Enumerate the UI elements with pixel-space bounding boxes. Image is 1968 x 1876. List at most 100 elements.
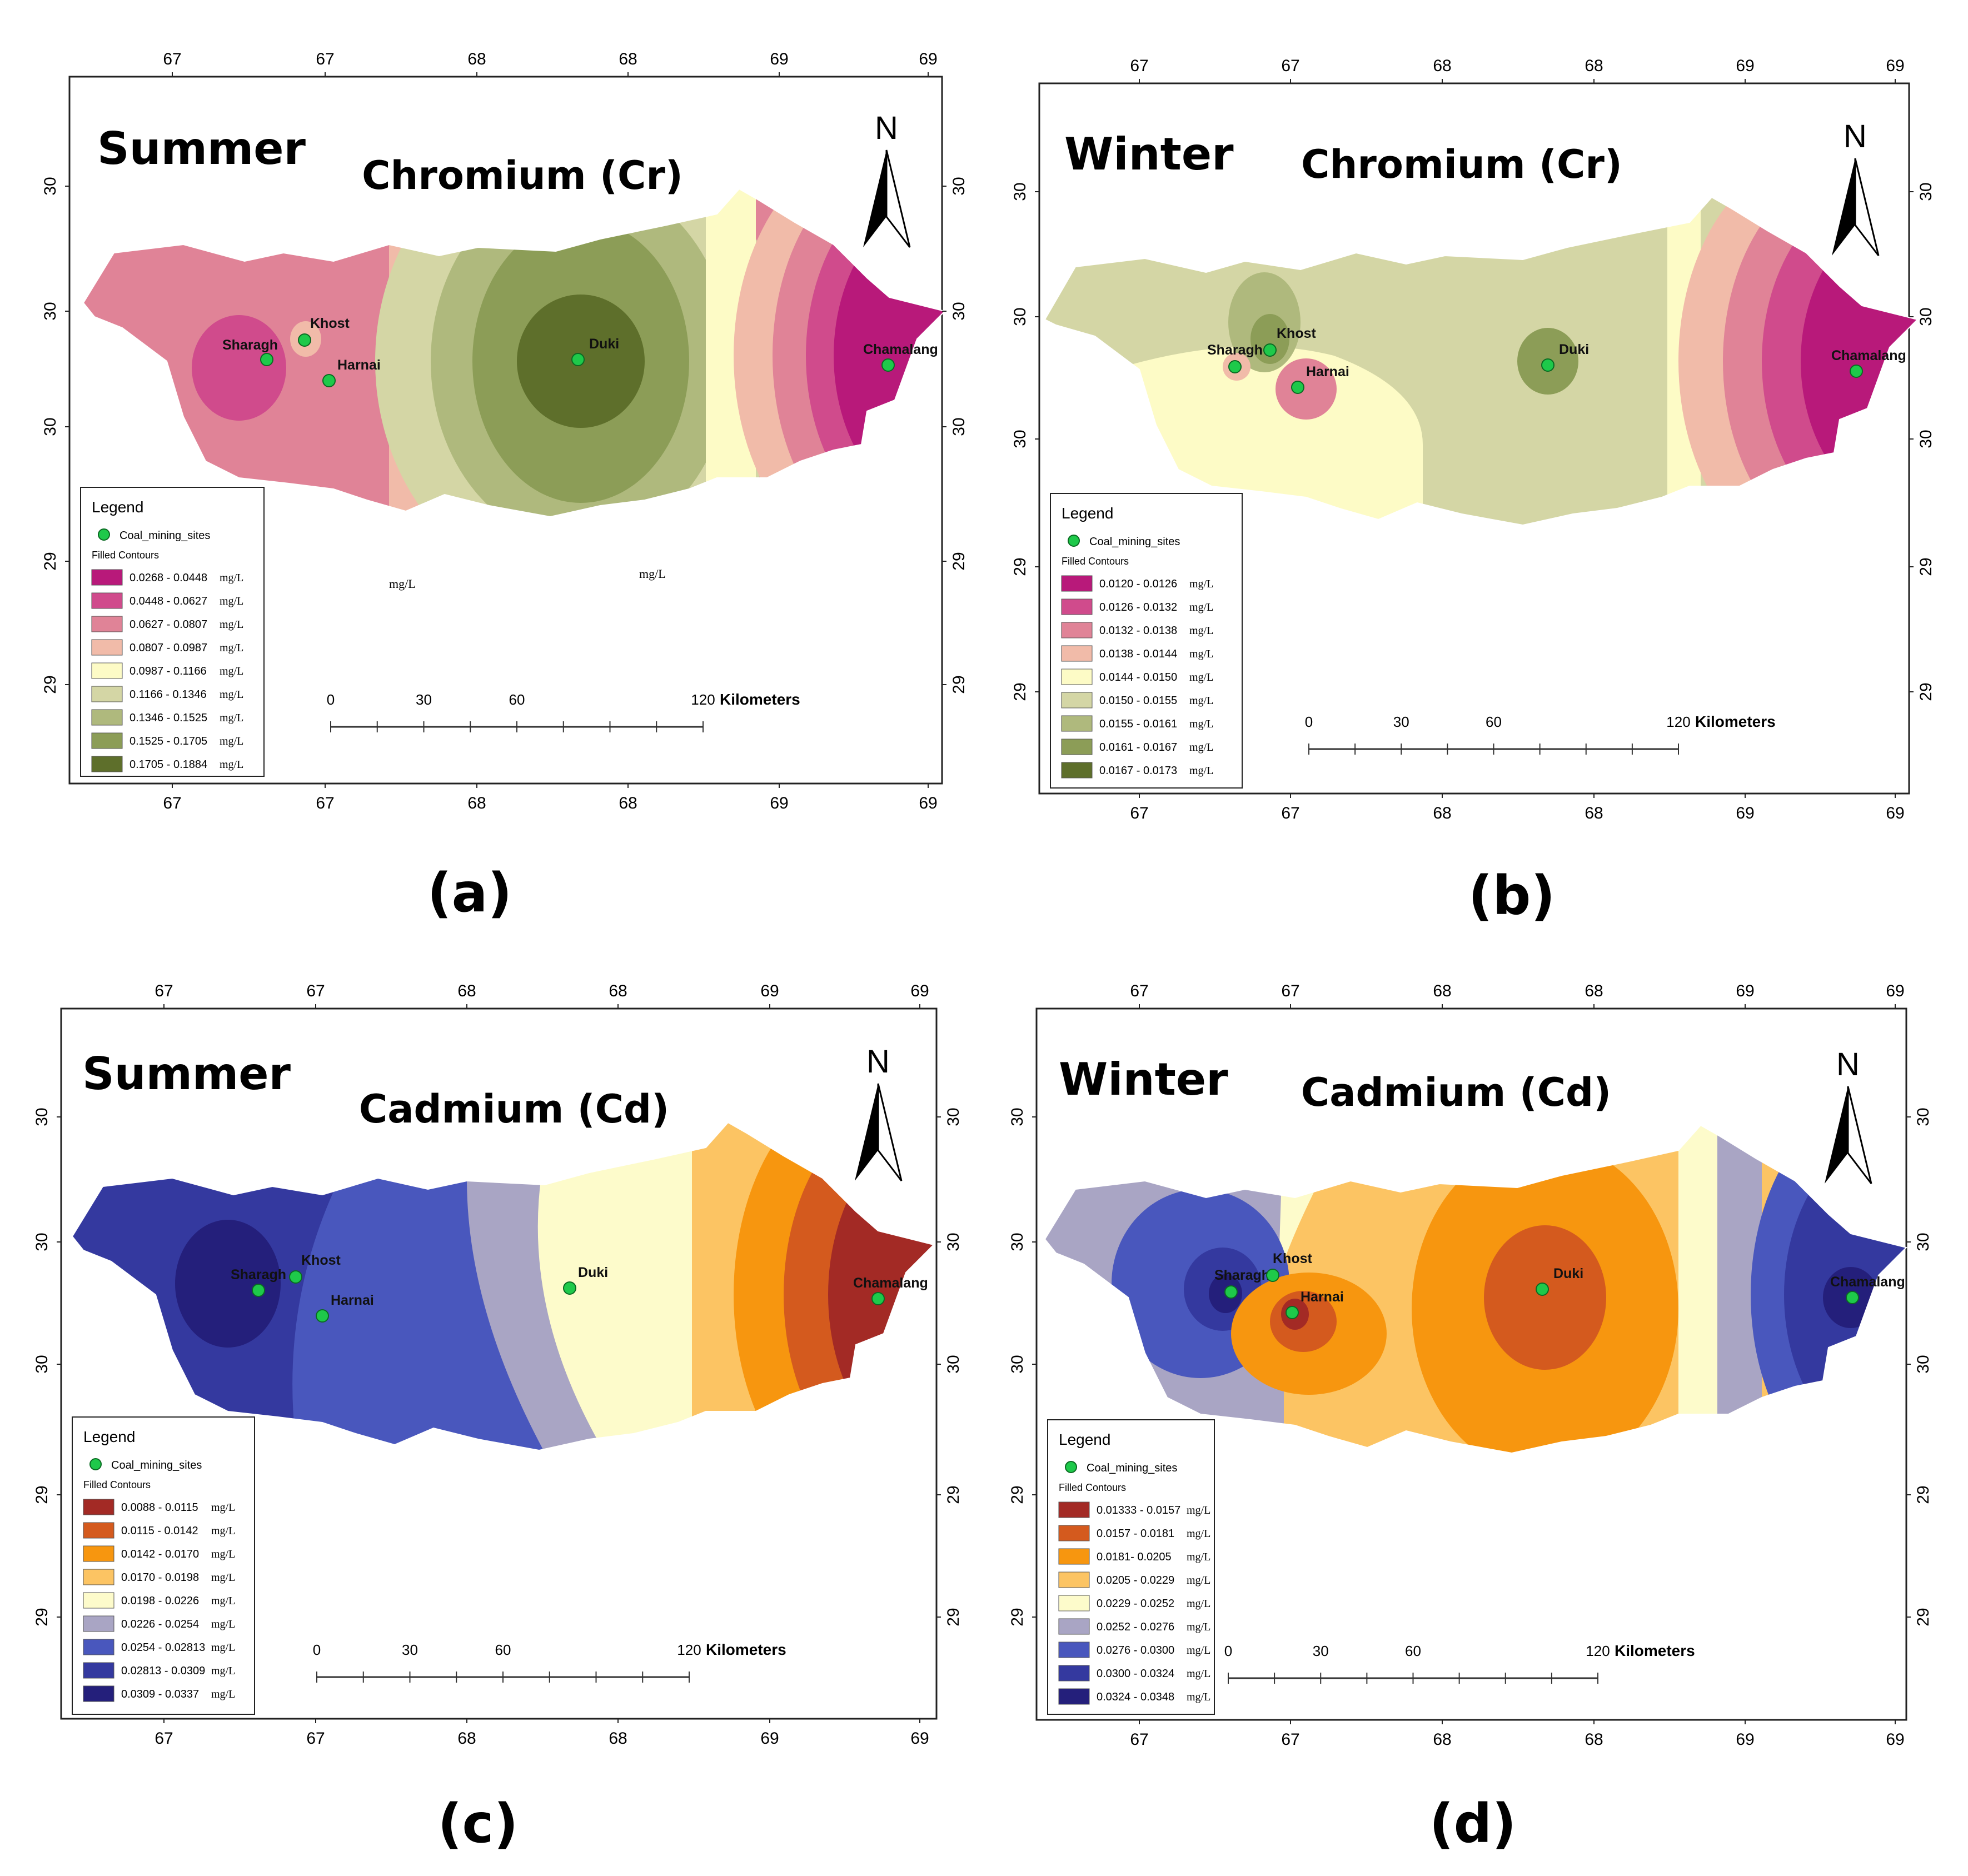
site-marker-icon: [252, 1284, 265, 1297]
legend-swatch: [1058, 1501, 1090, 1518]
scale-tick-label: 60: [509, 691, 525, 708]
legend-swatch: [91, 616, 123, 632]
x-tick-label-bottom: 67: [1130, 1730, 1148, 1749]
legend: Legend Coal_mining_sites Filled Contours 0.…: [72, 1416, 255, 1715]
legend-unit: mg/L: [211, 1688, 235, 1700]
legend-range: 0.0126 - 0.0132: [1099, 601, 1177, 613]
map-panel-a: 67 67 67 67 68 68 68 68 69 69 69 69 30 30 30 30 30 30 29 29…: [41, 50, 968, 812]
legend-contours-label: Filled Contours: [92, 550, 159, 561]
y-tick-label-left: 30: [41, 302, 59, 320]
x-tick-label-top: 67: [1130, 57, 1148, 75]
y-tick-label-left: 29: [1008, 1485, 1027, 1504]
legend-swatch: [1061, 762, 1093, 779]
x-tick-label-top: 69: [770, 50, 788, 68]
y-tick-label-right: 29: [950, 552, 968, 570]
legend-swatch: [91, 686, 123, 702]
scale-tick-label: 0: [313, 1642, 321, 1658]
panel-label-c: (c): [438, 1793, 519, 1855]
legend-unit: mg/L: [1187, 1644, 1210, 1657]
contour-band: [1678, 1125, 1717, 1453]
legend-swatch: [1061, 739, 1093, 755]
legend-swatch: [1058, 1642, 1090, 1658]
legend-range: 0.0150 - 0.0155: [1099, 695, 1177, 707]
site-marker-icon: [260, 353, 273, 366]
y-tick-label-left: 30: [33, 1233, 51, 1251]
x-tick-label-bottom: 67: [1281, 804, 1299, 822]
site-label: Khost: [1273, 1251, 1313, 1266]
panel-label-a: (a): [427, 862, 512, 924]
north-arrow-icon: [1825, 1086, 1848, 1184]
x-tick-label-bottom: 69: [1736, 1730, 1754, 1749]
legend-swatch: [1061, 575, 1093, 592]
legend-swatch: [1061, 668, 1093, 685]
legend-contours-label: Filled Contours: [1059, 1482, 1126, 1493]
site-label: Harnai: [1306, 364, 1349, 380]
north-arrow-icon: [1847, 1086, 1872, 1184]
legend-range: 0.0161 - 0.0167: [1099, 741, 1177, 754]
x-tick-label-bottom: 69: [1886, 1730, 1904, 1749]
scale-unit-label: Kilometers: [706, 1641, 786, 1658]
legend-range: 0.0448 - 0.0627: [129, 595, 207, 607]
legend-range: 0.0229 - 0.0252: [1097, 1598, 1174, 1610]
y-tick-label-left: 29: [1011, 557, 1029, 576]
legend-range: 0.0276 - 0.0300: [1097, 1644, 1174, 1657]
legend-unit: mg/L: [211, 1642, 235, 1654]
site-label: Duki: [578, 1265, 608, 1280]
x-tick-label-top: 69: [1886, 982, 1904, 1000]
legend-swatch: [1058, 1571, 1090, 1588]
site-marker-icon: [1228, 360, 1242, 373]
legend-unit: mg/L: [1189, 671, 1213, 683]
y-tick-label-left: 30: [1011, 307, 1029, 326]
y-tick-label-left: 29: [41, 675, 59, 693]
legend: Legend Coal_mining_sites Filled Contours 0.…: [1047, 1419, 1215, 1715]
x-tick-label-top: 68: [619, 50, 637, 68]
site-marker-icon: [298, 333, 311, 347]
scale-tick-label: 0: [1305, 714, 1313, 730]
y-tick-label-right: 29: [944, 1485, 963, 1504]
x-tick-label-top: 68: [467, 50, 486, 68]
legend-swatch: [91, 732, 123, 749]
north-arrow-icon: [1854, 158, 1880, 256]
y-tick-label-right: 30: [1917, 307, 1935, 326]
element-title: Chromium (Cr): [1301, 142, 1622, 187]
y-tick-label-left: 30: [1008, 1355, 1027, 1373]
legend-range: 0.1166 - 0.1346: [129, 688, 207, 701]
legend-swatch: [1058, 1618, 1090, 1635]
x-tick-label-top: 68: [457, 982, 476, 1000]
legend-swatch: [83, 1592, 114, 1609]
legend-swatch: [1058, 1665, 1090, 1682]
x-tick-label-top: 67: [1281, 982, 1299, 1000]
scale-tick-label: 0: [327, 691, 335, 708]
y-tick-label-left: 30: [1008, 1107, 1027, 1126]
x-tick-label-top: 67: [1130, 982, 1148, 1000]
x-tick-label-bottom: 68: [1433, 804, 1451, 822]
site-label: Khost: [301, 1253, 341, 1268]
panel-label-d: (d): [1429, 1793, 1516, 1855]
legend-unit: mg/L: [220, 665, 243, 677]
legend-swatch: [83, 1569, 114, 1585]
x-tick-label-bottom: 67: [1281, 1730, 1299, 1749]
legend-unit: mg/L: [1189, 718, 1213, 730]
legend-range: 0.0198 - 0.0226: [121, 1595, 199, 1607]
map-panel-c: 67 67 67 67 68 68 68 68 69 69 69 69 30 30 30 30 30 30 29 29…: [33, 982, 963, 1748]
legend-swatch: [83, 1522, 114, 1539]
legend-range: 0.0627 - 0.0807: [129, 618, 207, 631]
legend-swatch: [83, 1662, 114, 1679]
y-tick-label-right: 30: [944, 1233, 963, 1251]
legend-swatch: [91, 709, 123, 726]
legend-swatch: [1061, 692, 1093, 709]
site-marker-icon: [316, 1309, 329, 1323]
legend-swatch: [1058, 1595, 1090, 1611]
legend-unit: mg/L: [1189, 695, 1213, 707]
legend: Legend Coal_mining_sites Filled Contours 0.…: [80, 487, 265, 777]
scale-unit-label: Kilometers: [1695, 713, 1776, 730]
x-tick-label-bottom: 68: [1585, 804, 1603, 822]
legend-range: 0.0142 - 0.0170: [121, 1548, 199, 1560]
site-marker-icon: [1536, 1283, 1549, 1296]
legend-contours-label: Filled Contours: [1062, 556, 1129, 567]
legend-range: 0.0120 - 0.0126: [1099, 578, 1177, 590]
x-tick-label-bottom: 69: [919, 794, 937, 812]
legend-unit: mg/L: [220, 642, 243, 654]
legend-swatch: [91, 592, 123, 609]
legend-swatch: [1058, 1525, 1090, 1541]
